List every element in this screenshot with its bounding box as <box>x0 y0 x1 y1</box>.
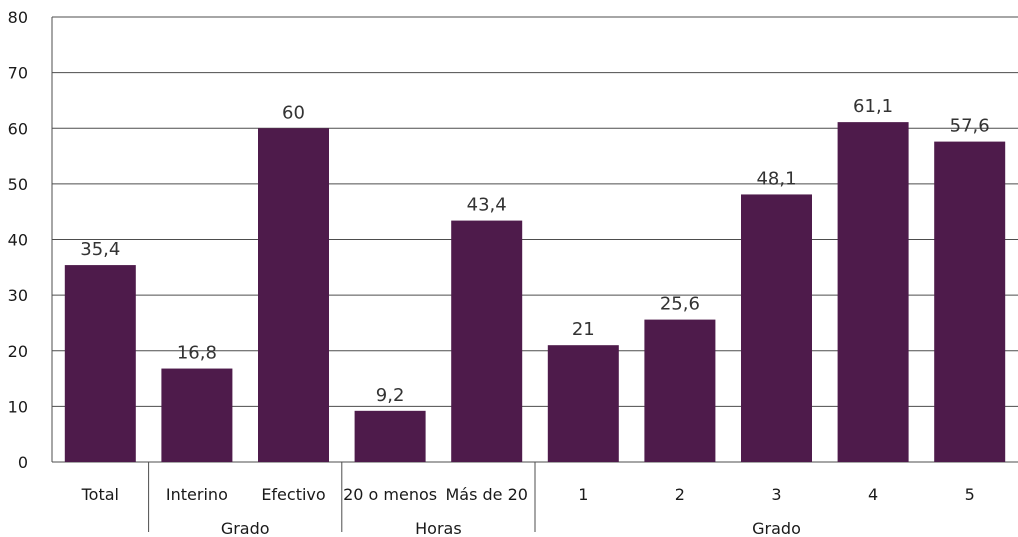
bar <box>837 122 909 462</box>
y-tick-label: 70 <box>8 64 28 83</box>
bar <box>644 319 716 462</box>
group-label: Grado <box>752 519 801 537</box>
x-tick-label: 3 <box>771 485 781 504</box>
bar <box>547 345 619 462</box>
bar <box>258 128 329 462</box>
y-tick-label: 20 <box>8 342 28 361</box>
y-tick-label: 40 <box>8 231 28 250</box>
group-label: Horas <box>415 519 462 537</box>
data-label: 9,2 <box>376 385 405 406</box>
data-label: 60 <box>282 102 305 123</box>
data-label: 25,6 <box>660 294 700 315</box>
y-tick-label: 30 <box>8 286 28 305</box>
y-tick-label: 0 <box>18 453 28 472</box>
x-tick-label: 20 o menos <box>343 485 437 504</box>
x-tick-label: Interino <box>166 485 228 504</box>
y-tick-label: 10 <box>8 397 28 416</box>
bar <box>64 265 136 462</box>
data-label: 16,8 <box>177 343 217 364</box>
x-tick-label: 5 <box>965 485 975 504</box>
x-tick-label: 2 <box>675 485 685 504</box>
data-label: 21 <box>572 319 595 340</box>
bar <box>354 410 426 462</box>
x-tick-label: 4 <box>868 485 878 504</box>
data-label: 61,1 <box>853 96 893 117</box>
x-tick-label: 1 <box>578 485 588 504</box>
data-label: 57,6 <box>950 116 990 137</box>
bar <box>161 368 233 462</box>
y-tick-label: 50 <box>8 175 28 194</box>
x-tick-label: Más de 20 <box>445 485 527 504</box>
group-label: Grado <box>221 519 270 537</box>
y-tick-label: 80 <box>8 8 28 27</box>
y-tick-label: 60 <box>8 119 28 138</box>
data-label: 48,1 <box>756 168 796 189</box>
bar <box>934 141 1006 462</box>
x-tick-label: Efectivo <box>261 485 325 504</box>
bar <box>741 194 812 462</box>
bar <box>451 220 523 462</box>
x-tick-label: Total <box>81 485 119 504</box>
data-label: 35,4 <box>80 239 120 260</box>
data-label: 43,4 <box>467 195 507 216</box>
